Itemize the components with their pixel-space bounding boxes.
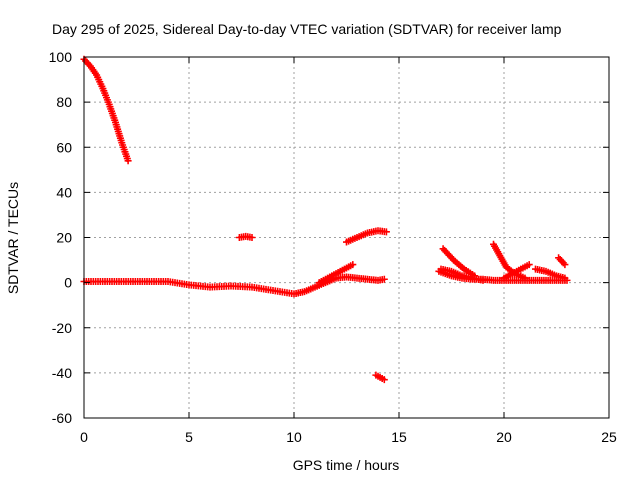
series-baseline (80, 273, 388, 298)
chart-title: Day 295 of 2025, Sidereal Day-to-day VTE… (52, 21, 562, 37)
x-tick-label: 0 (80, 429, 88, 445)
y-tick-label: 100 (49, 49, 73, 65)
x-axis-label: GPS time / hours (293, 457, 400, 473)
y-tick-label: -60 (52, 410, 72, 426)
y-tick-label: -20 (52, 320, 72, 336)
data-point (382, 228, 390, 236)
x-tick-label: 5 (185, 429, 193, 445)
x-tick-label: 15 (391, 429, 407, 445)
series-early-descent (80, 55, 132, 165)
data-point (525, 261, 533, 269)
series-late-arc-4 (500, 261, 533, 282)
data-point (349, 261, 357, 269)
y-tick-label: -40 (52, 365, 72, 381)
series-rising-arc-2 (343, 227, 390, 246)
grid-lines (84, 57, 609, 418)
series-isolated-cluster (235, 232, 256, 241)
series-negative-tail (372, 371, 388, 384)
data-point (479, 276, 487, 284)
x-tick-label: 20 (496, 429, 512, 445)
y-axis-label: SDTVAR / TECUs (5, 182, 21, 294)
data-points (80, 55, 571, 384)
axis-ticks: 0 5 10 15 20 25 -60 -40 -20 0 20 40 60 80 100 (49, 49, 617, 445)
data-point (380, 376, 388, 384)
series-late-arc-5 (532, 265, 569, 282)
data-point (561, 261, 569, 269)
y-tick-label: 80 (56, 94, 72, 110)
y-tick-label: 20 (56, 230, 72, 246)
data-point (248, 234, 256, 241)
series-late-end (555, 254, 569, 269)
series-late-arc-1 (439, 245, 479, 280)
series-late-arc-2 (437, 265, 487, 284)
x-tick-label: 10 (286, 429, 302, 445)
series-rising-arc-1 (315, 261, 357, 287)
x-tick-label: 25 (601, 429, 617, 445)
data-point (380, 275, 388, 283)
data-point (561, 274, 569, 282)
y-tick-label: 60 (56, 139, 72, 155)
y-tick-label: 0 (64, 275, 72, 291)
data-point (124, 157, 132, 165)
y-tick-label: 40 (56, 184, 72, 200)
data-point (521, 274, 529, 282)
